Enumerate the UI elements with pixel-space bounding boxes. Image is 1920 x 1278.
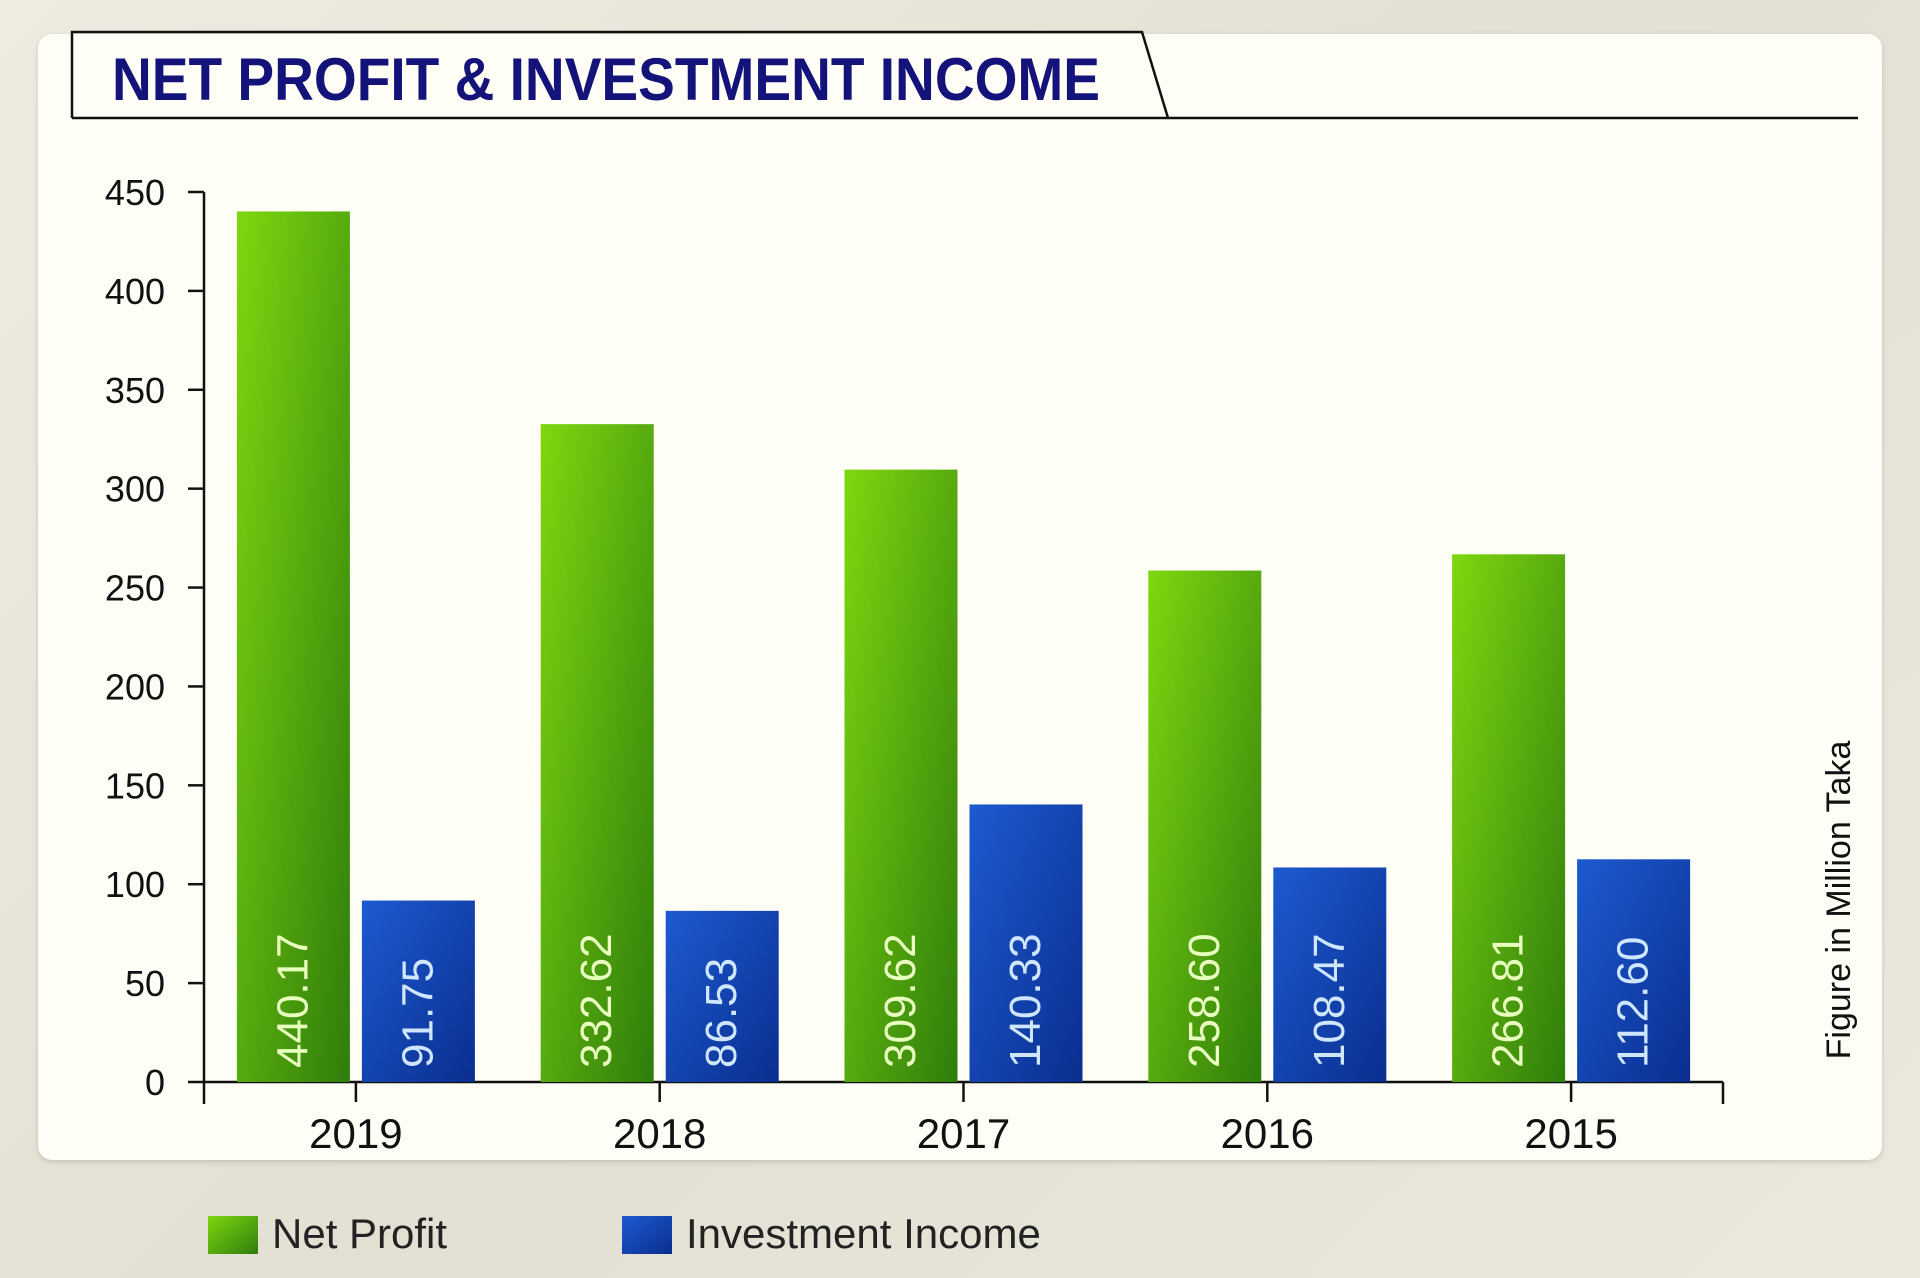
- legend-swatch-net-profit: [208, 1216, 258, 1254]
- y-tick-label: 450: [105, 172, 165, 213]
- data-label-investment-income-2019: 91.75: [393, 958, 442, 1068]
- y-axis-ticks: 0 50 100 150 200 250 300 350 400 450: [105, 172, 204, 1103]
- data-label-net-profit-2016: 258.60: [1180, 933, 1229, 1068]
- y-axis-label: Figure in Million Taka: [1820, 741, 1858, 1060]
- bar-net-profit-2016: [1148, 570, 1262, 1082]
- y-tick-label: 300: [105, 469, 165, 510]
- legend-swatch-investment-income: [622, 1216, 672, 1254]
- x-tick-label-2018: 2018: [613, 1110, 706, 1157]
- x-axis-ticks: 2019 2018 2017 2016 2015: [309, 1082, 1618, 1157]
- legend: Net Profit Investment Income: [208, 1210, 1041, 1257]
- data-label-investment-income-2017: 140.33: [1001, 933, 1050, 1068]
- x-tick-label-2015: 2015: [1524, 1110, 1617, 1157]
- y-tick-label: 400: [105, 271, 165, 312]
- bar-net-profit-2018: [540, 424, 654, 1082]
- data-label-investment-income-2016: 108.47: [1305, 933, 1354, 1068]
- y-tick-label: 100: [105, 864, 165, 905]
- chart-title: NET PROFIT & INVESTMENT INCOME: [112, 46, 1100, 113]
- data-label-net-profit-2019: 440.17: [268, 933, 317, 1068]
- legend-label-investment-income: Investment Income: [686, 1210, 1041, 1257]
- y-tick-label: 150: [105, 765, 165, 806]
- y-tick-label: 200: [105, 666, 165, 707]
- bars: 440.17 91.75 332.62 86.53 309.62 140.33 258.60…: [236, 211, 1691, 1083]
- legend-label-net-profit: Net Profit: [272, 1210, 447, 1257]
- bar-net-profit-2015: [1452, 554, 1566, 1082]
- x-tick-label-2017: 2017: [917, 1110, 1010, 1157]
- title-tab: NET PROFIT & INVESTMENT INCOME: [70, 30, 1858, 120]
- data-label-net-profit-2017: 309.62: [876, 933, 925, 1068]
- bar-net-profit-2017: [844, 469, 958, 1082]
- data-label-net-profit-2015: 266.81: [1484, 933, 1533, 1068]
- bar-investment-income-2018: [665, 910, 779, 1082]
- bar-investment-income-2016: [1273, 867, 1387, 1082]
- data-label-net-profit-2018: 332.62: [572, 933, 621, 1068]
- x-tick-label-2019: 2019: [309, 1110, 402, 1157]
- data-label-investment-income-2018: 86.53: [697, 958, 746, 1068]
- y-tick-label: 0: [145, 1062, 165, 1103]
- x-tick-label-2016: 2016: [1221, 1110, 1314, 1157]
- y-tick-label: 50: [125, 963, 165, 1004]
- data-label-investment-income-2015: 112.60: [1609, 937, 1658, 1068]
- y-tick-label: 350: [105, 370, 165, 411]
- bar-net-profit-2019: [236, 211, 350, 1083]
- bar-investment-income-2019: [361, 900, 475, 1082]
- y-tick-label: 250: [105, 568, 165, 609]
- bar-investment-income-2015: [1577, 859, 1691, 1082]
- bar-investment-income-2017: [969, 804, 1083, 1082]
